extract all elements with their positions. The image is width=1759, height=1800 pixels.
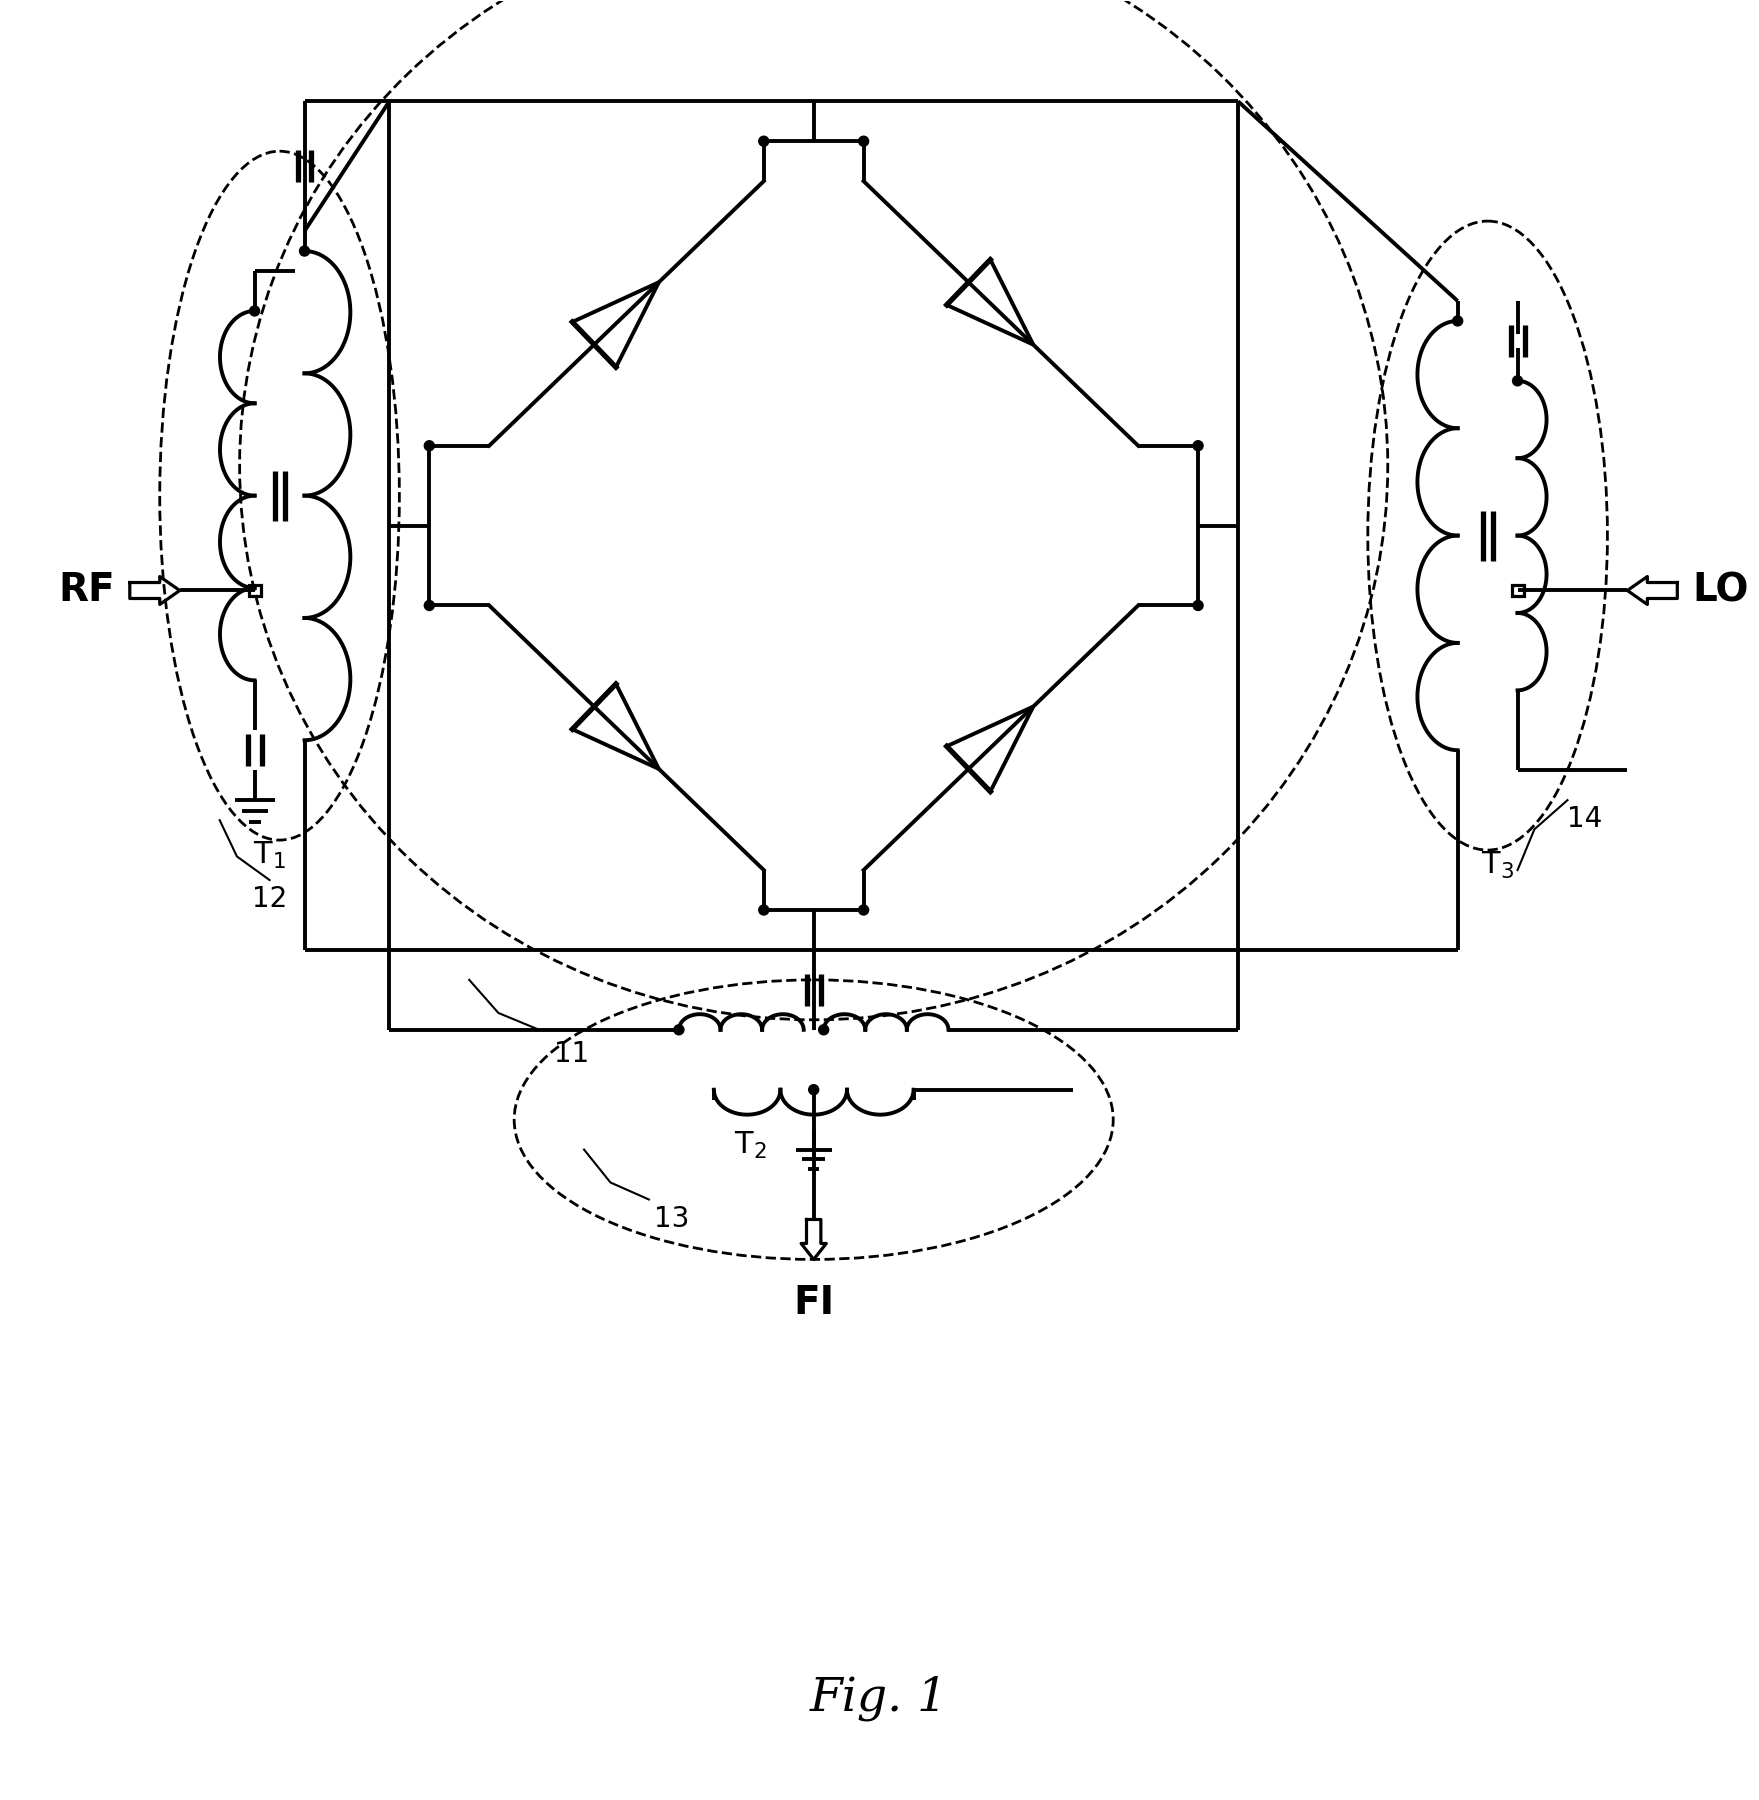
Circle shape [674, 1024, 684, 1035]
Text: LO: LO [1692, 571, 1748, 610]
Circle shape [1193, 441, 1203, 450]
Circle shape [424, 601, 434, 610]
Circle shape [1193, 601, 1203, 610]
Text: 14: 14 [1567, 805, 1602, 833]
Circle shape [758, 905, 769, 914]
Circle shape [758, 137, 769, 146]
Text: Fig. 1: Fig. 1 [809, 1676, 948, 1721]
Circle shape [858, 137, 869, 146]
Text: T$_2$: T$_2$ [734, 1130, 767, 1161]
Bar [1511, 585, 1523, 596]
Text: 11: 11 [554, 1040, 589, 1067]
Circle shape [818, 1024, 828, 1035]
Text: FI: FI [793, 1285, 834, 1323]
Text: T$_1$: T$_1$ [253, 841, 287, 871]
Circle shape [1513, 376, 1523, 385]
Circle shape [299, 247, 310, 256]
Text: 13: 13 [654, 1204, 690, 1233]
Circle shape [250, 306, 260, 317]
Bar [248, 585, 260, 596]
Text: RF: RF [58, 571, 114, 610]
Text: T$_3$: T$_3$ [1481, 850, 1514, 882]
Circle shape [424, 441, 434, 450]
Circle shape [858, 905, 869, 914]
Circle shape [809, 1085, 818, 1094]
Text: 12: 12 [252, 886, 287, 913]
Circle shape [1453, 317, 1463, 326]
